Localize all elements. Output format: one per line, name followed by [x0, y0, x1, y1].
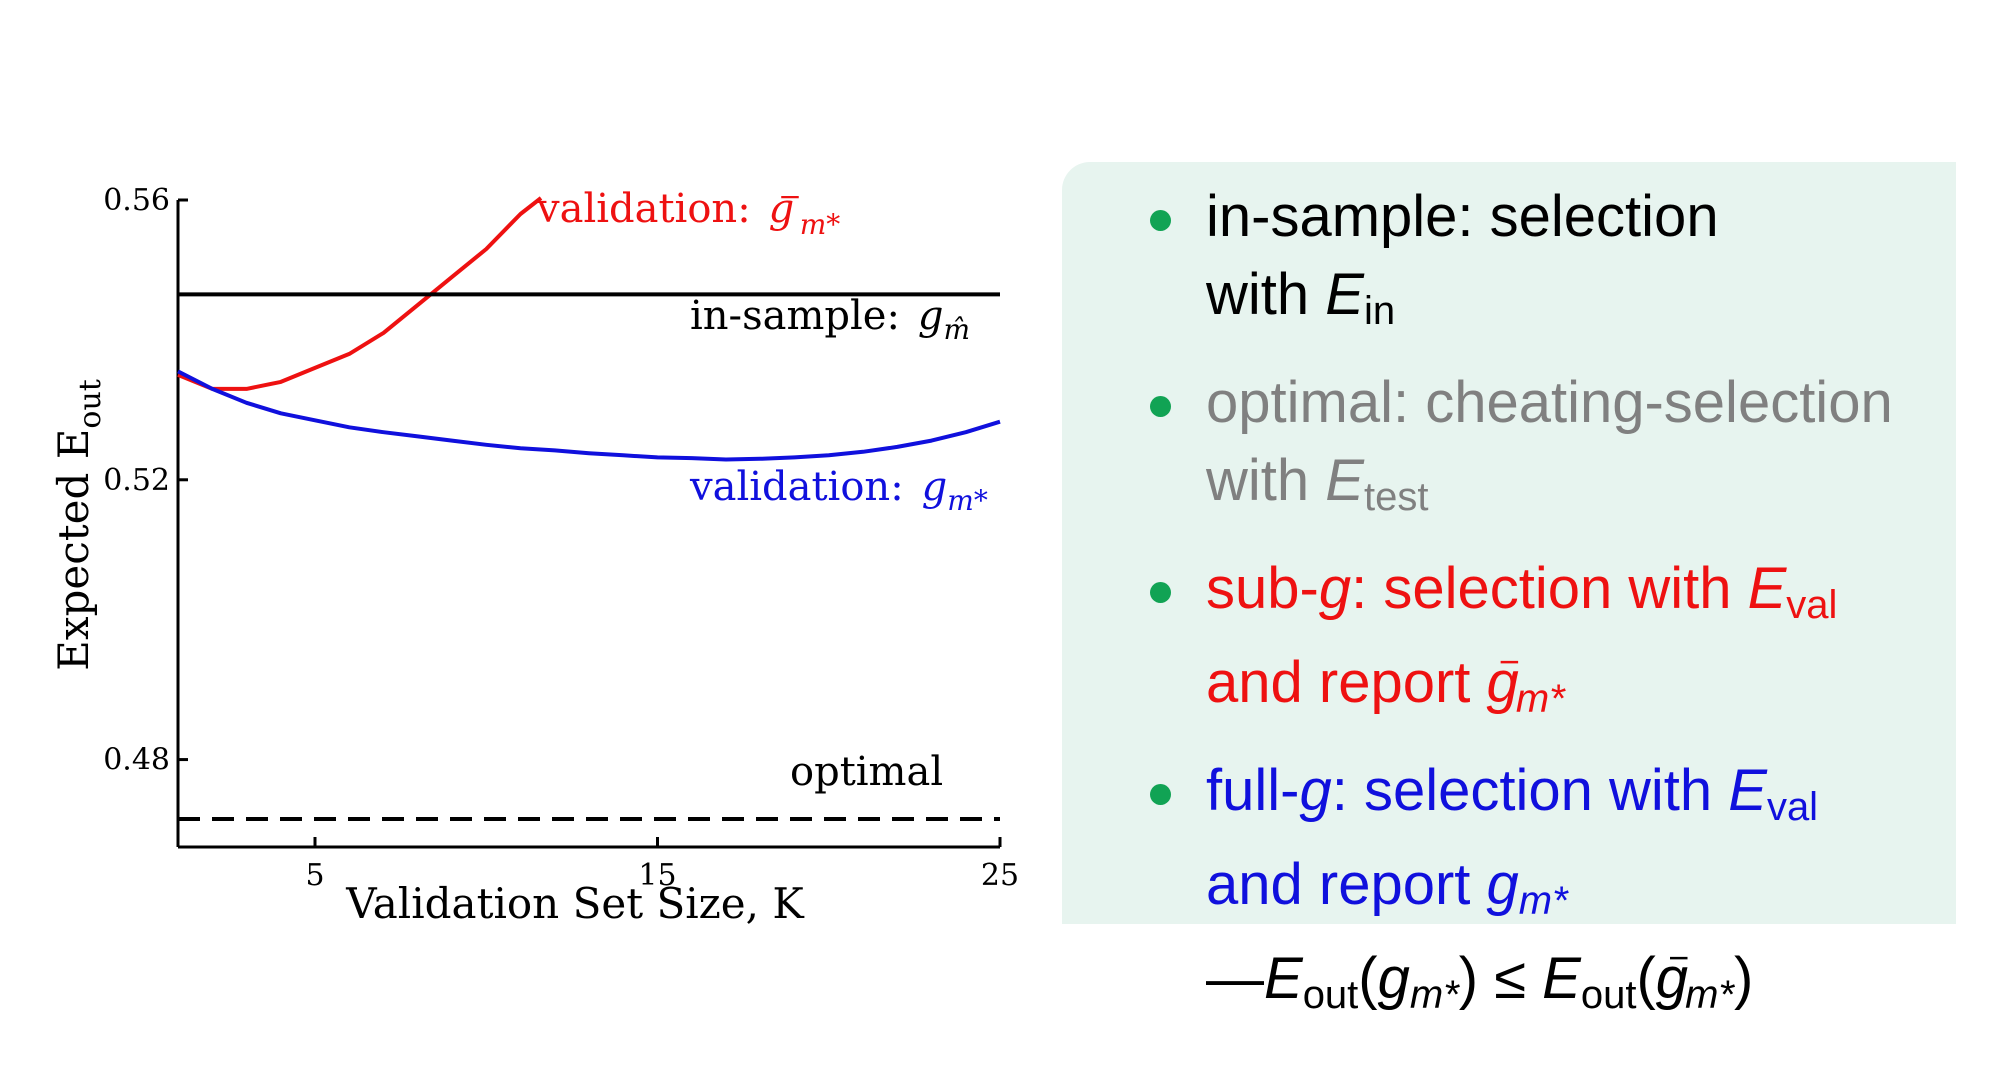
y-axis-label: Expected Eout [49, 379, 108, 671]
label-in-sample: in-sample: gm̂ [690, 293, 970, 346]
ticks: 0.56 0.52 0.48 5 15 25 [103, 183, 1019, 893]
y-tick-label: 0.56 [103, 183, 170, 218]
bullet-text: and report gm* [1206, 852, 1568, 923]
bullet-dot [1150, 396, 1171, 417]
series-validation-red [177, 196, 543, 391]
bullet-text: optimal: cheating-selection [1206, 370, 1893, 435]
x-axis-label: Validation Set Size, K [345, 879, 805, 928]
bullet-list: in-sample: selection with Ein optimal: c… [1062, 178, 1956, 1048]
bullet-optimal: optimal: cheating-selection with Etest [1062, 364, 1956, 536]
x-tick-label: 5 [305, 858, 324, 893]
x-tick-label: 25 [981, 858, 1019, 893]
summary-panel [1062, 162, 1956, 924]
bullet-text: full-g: selection with Eval [1206, 758, 1819, 829]
bullet-dot [1150, 582, 1171, 603]
bullet-text: and report g−m* [1206, 641, 1565, 721]
bullet-in-sample: in-sample: selection with Ein [1062, 178, 1956, 350]
bullet-text: with Ein [1206, 262, 1396, 333]
bullet-dot [1150, 210, 1171, 231]
bullet-full-g: full-g: selection with Eval and report g… [1062, 752, 1956, 1034]
bullet-sub-g: sub-g: selection with Eval and report g−… [1062, 550, 1956, 738]
label-optimal: optimal [790, 749, 943, 795]
series-validation-blue [177, 369, 1001, 462]
bullet-dot [1150, 784, 1171, 805]
bullet-text: sub-g: selection with Eval [1206, 556, 1838, 627]
label-validation-blue: validation: gm* [689, 464, 988, 517]
label-validation-red: validation: g− m* [536, 180, 840, 241]
y-tick-label: 0.48 [103, 743, 170, 778]
y-tick-label: 0.52 [103, 463, 170, 498]
x-tick-label: 15 [638, 858, 676, 893]
bullet-inequality: —Eout(gm*) ≤ Eout(g−m*) [1206, 937, 1754, 1017]
bullet-text: in-sample: selection [1206, 184, 1719, 249]
series-lines [177, 196, 1001, 821]
bullet-text: with Etest [1206, 448, 1429, 519]
